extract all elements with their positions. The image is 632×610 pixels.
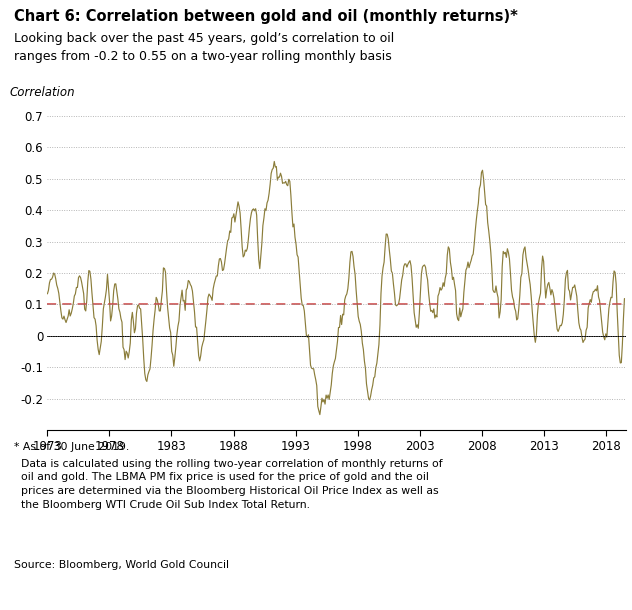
Text: Chart 6: Correlation between gold and oil (monthly returns)*: Chart 6: Correlation between gold and oi… — [14, 9, 518, 24]
Text: Looking back over the past 45 years, gold’s correlation to oil
ranges from -0.2 : Looking back over the past 45 years, gol… — [14, 32, 394, 63]
Text: * As of 30 June 2019.: * As of 30 June 2019. — [14, 442, 129, 452]
Text: Correlation: Correlation — [10, 85, 75, 99]
Text: Data is calculated using the rolling two-year correlation of monthly returns of
: Data is calculated using the rolling two… — [14, 459, 442, 509]
Text: Source: Bloomberg, World Gold Council: Source: Bloomberg, World Gold Council — [14, 560, 229, 570]
